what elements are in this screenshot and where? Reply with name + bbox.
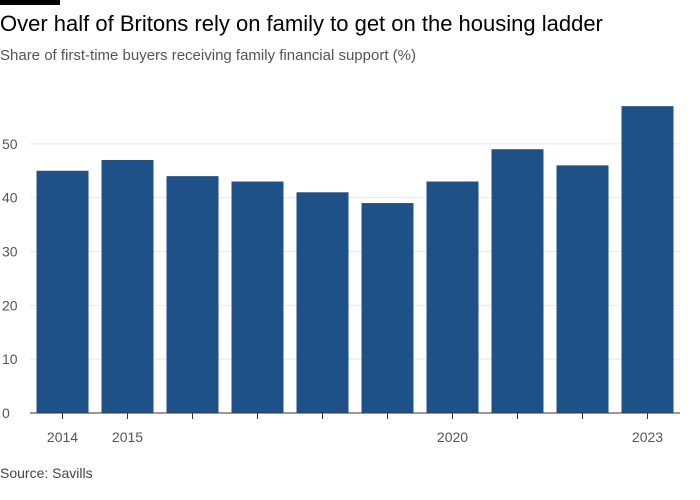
y-tick-label: 30	[2, 244, 18, 260]
accent-bar	[0, 0, 60, 5]
source-note: Source: Savills	[0, 465, 93, 481]
bar-2015	[101, 159, 154, 413]
y-tick-label: 0	[2, 405, 10, 421]
bar-2017	[231, 181, 284, 413]
bar-2018	[296, 192, 349, 413]
bar-2022	[556, 165, 609, 413]
bar-chart: 0 10 20 30 40 50 2014 2015 2020 2023	[2, 106, 680, 445]
y-tick-label: 20	[2, 297, 18, 313]
bar-2016	[166, 176, 219, 413]
x-tick-label: 2020	[437, 429, 468, 445]
y-tick-label: 50	[2, 136, 18, 152]
bar-2023	[621, 106, 674, 414]
bar-2020	[426, 181, 479, 413]
y-tick-label: 10	[2, 351, 18, 367]
y-tick-label: 40	[2, 190, 18, 206]
x-tick-label: 2014	[47, 429, 78, 445]
bar-2019	[361, 203, 414, 413]
chart-subtitle: Share of first-time buyers receiving fam…	[0, 47, 416, 64]
chart-title: Over half of Britons rely on family to g…	[0, 11, 603, 36]
bar-2021	[491, 149, 544, 413]
bars	[36, 106, 674, 414]
axes: 0 10 20 30 40 50 2014 2015 2020 2023	[2, 136, 680, 445]
x-tick-label: 2023	[632, 429, 663, 445]
bar-2014	[36, 170, 89, 413]
x-tick-label: 2015	[112, 429, 143, 445]
